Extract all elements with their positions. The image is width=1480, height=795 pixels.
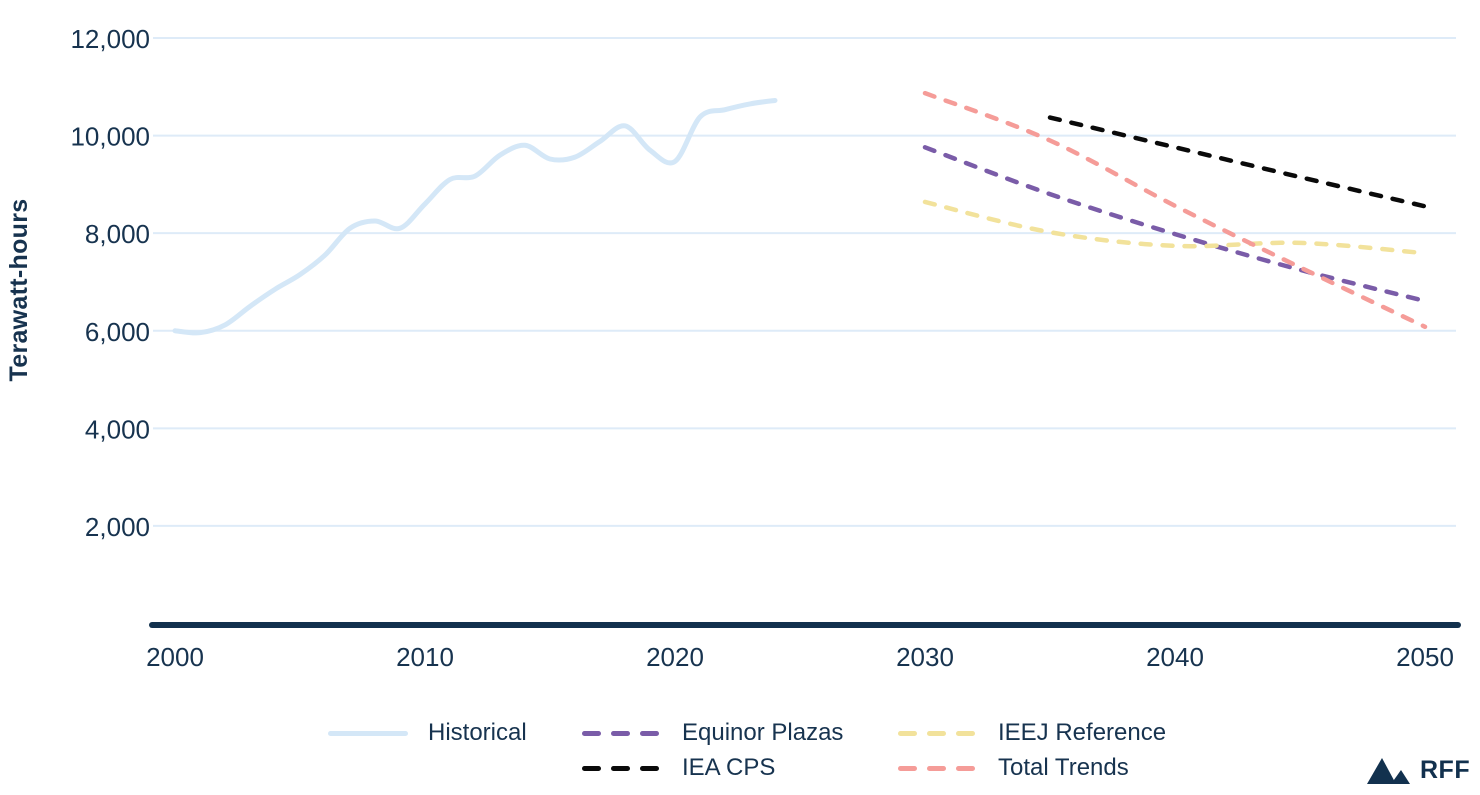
y-tick-label: 12,000 — [70, 24, 150, 54]
legend-label-total-trends: Total Trends — [998, 754, 1129, 781]
series-historical — [172, 98, 778, 336]
y-tick-label: 4,000 — [85, 414, 150, 444]
legend-item-historical: Historical — [328, 716, 527, 750]
iea-cps-dash-swatch — [582, 765, 662, 771]
y-tick-label: 10,000 — [70, 122, 150, 152]
x-tick-label: 2050 — [1396, 642, 1454, 672]
y-axis-title: Terawatt-hours — [5, 199, 33, 382]
legend-label-ieej-reference: IEEJ Reference — [998, 719, 1167, 746]
y-tick-label: 8,000 — [85, 219, 150, 249]
ieej-reference-dash-swatch — [898, 730, 978, 736]
line-chart-canvas: Terawatt-hours 12,000 10,000 8,000 6,000 4,0… — [5, 24, 1461, 672]
x-tick-label: 2030 — [896, 642, 954, 672]
x-tick-label: 2010 — [396, 642, 454, 672]
legend-label-historical: Historical — [428, 719, 527, 746]
legend-item-equinor-plazas: Equinor Plazas — [582, 716, 843, 750]
legend-item-ieej-reference: IEEJ Reference — [898, 716, 1166, 750]
mountains-icon — [1367, 758, 1410, 784]
series-ieej-reference — [922, 199, 1428, 256]
rff-logo-text: RFF — [1420, 756, 1471, 784]
x-tick-label: 2000 — [146, 642, 204, 672]
x-tick-label: 2020 — [646, 642, 704, 672]
x-tick-label: 2040 — [1146, 642, 1204, 672]
historical-line-swatch — [328, 730, 408, 736]
legend-label-equinor-plazas: Equinor Plazas — [682, 719, 844, 746]
series-total-trends — [922, 90, 1428, 330]
equinor-plazas-dash-swatch — [582, 730, 662, 736]
total-trends-dash-swatch — [898, 765, 978, 771]
legend-item-iea-cps: IEA CPS — [582, 751, 775, 785]
legend-item-total-trends: Total Trends — [898, 751, 1129, 785]
series-iea-cps — [1047, 115, 1428, 209]
y-tick-label: 2,000 — [85, 512, 150, 542]
series-equinor-plazas — [922, 145, 1428, 304]
y-tick-label: 6,000 — [85, 317, 150, 347]
legend-label-iea-cps: IEA CPS — [682, 754, 776, 781]
rff-logo: RFF — [1367, 756, 1470, 784]
